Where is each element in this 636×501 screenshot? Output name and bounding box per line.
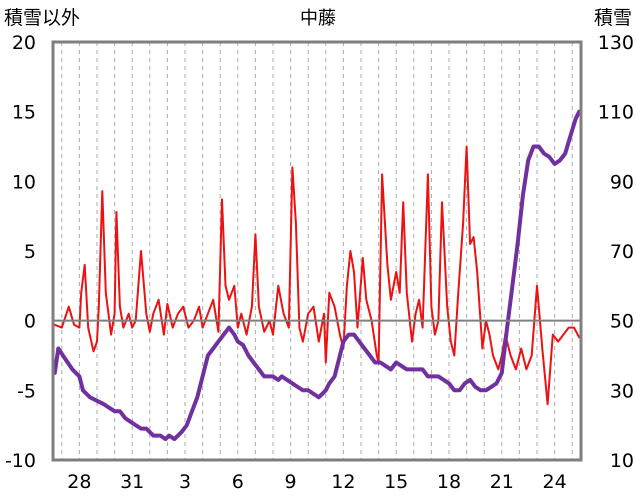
x-tick-label: 12 (331, 471, 355, 493)
x-tick-label: 18 (437, 471, 461, 493)
right-tick-label: 10 (610, 450, 634, 472)
series-line-left (53, 145, 581, 406)
right-tick-label: 50 (610, 311, 634, 333)
left-tick-label: 5 (24, 241, 36, 263)
x-tick-label: 21 (490, 471, 514, 493)
series-line-right (52, 109, 582, 442)
left-tick-label: -10 (5, 450, 36, 472)
left-tick-label: 0 (24, 311, 36, 333)
x-tick-label: 24 (543, 471, 567, 493)
x-tick-label: 31 (120, 471, 144, 493)
x-tick-label: 3 (179, 471, 191, 493)
axis-labels: -10 -5 0 5 10 15 20 10 30 50 70 90 110 130 28 31 3 6 9 12 15… (5, 32, 634, 493)
right-tick-label: 90 (610, 171, 634, 193)
x-tick-label: 28 (67, 471, 91, 493)
series-layer (52, 109, 582, 442)
x-tick-label: 9 (285, 471, 297, 493)
left-tick-label: 10 (12, 171, 36, 193)
left-tick-label: 20 (12, 32, 36, 54)
plot-frame (51, 40, 583, 462)
chart-title: 中藤 (300, 8, 336, 29)
x-tick-label: 15 (384, 471, 408, 493)
right-tick-label: 130 (598, 32, 634, 54)
right-tick-label: 30 (610, 380, 634, 402)
right-tick-label: 70 (610, 241, 634, 263)
x-tick-label: 6 (232, 471, 244, 493)
left-tick-label: 15 (12, 102, 36, 124)
right-axis-label: 積雪 (594, 7, 632, 29)
right-tick-label: 110 (598, 102, 634, 124)
left-tick-label: -5 (17, 380, 36, 402)
left-axis-label: 積雪以外 (4, 7, 80, 29)
